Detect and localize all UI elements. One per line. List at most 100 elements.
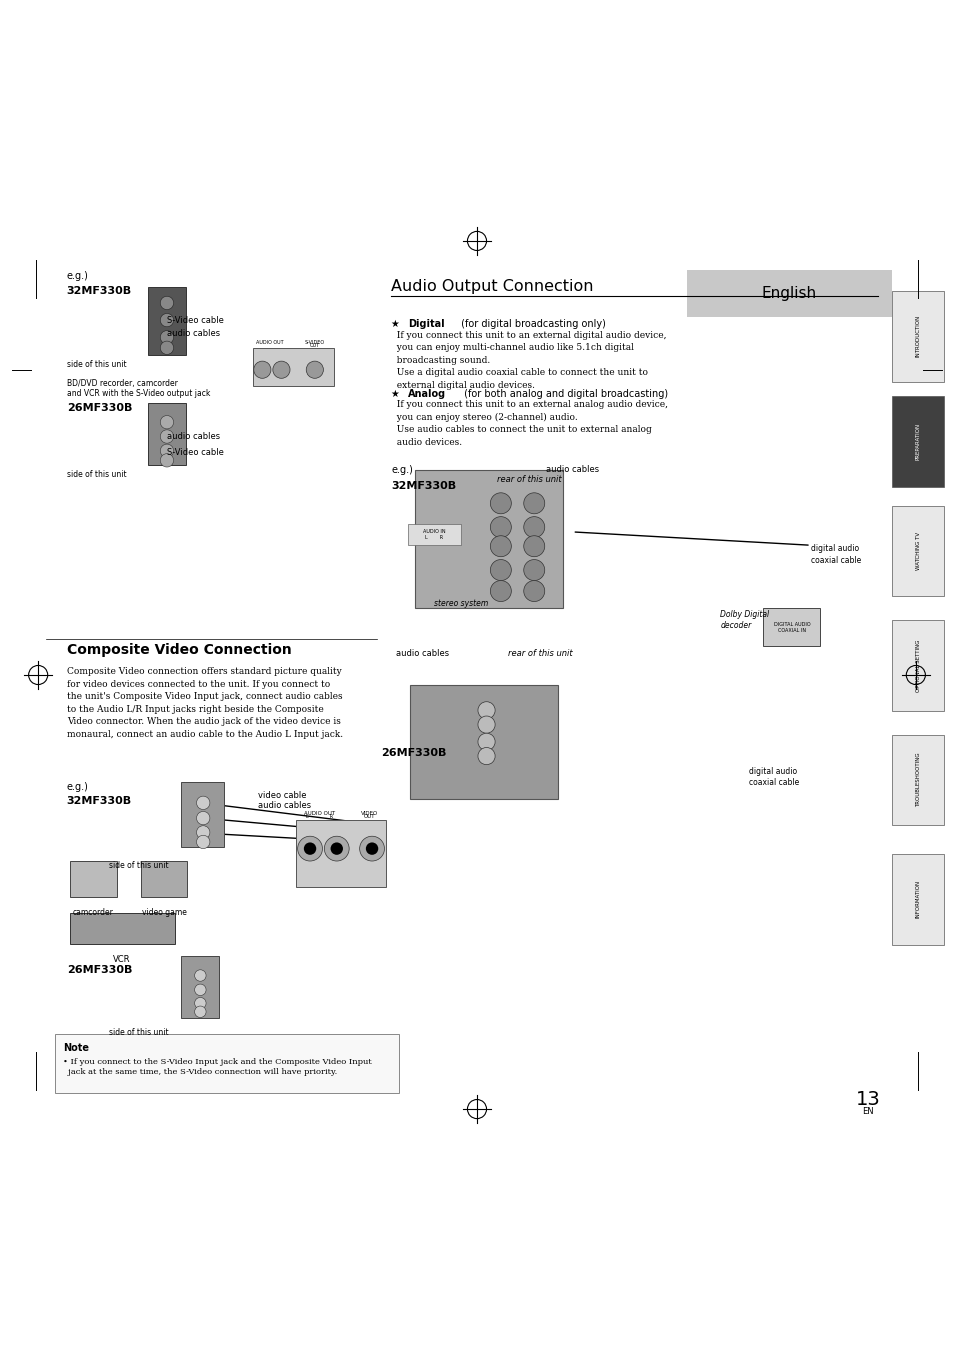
Circle shape [523, 559, 544, 580]
Bar [148, 404, 186, 466]
Text: AUDIO OUT: AUDIO OUT [256, 340, 283, 344]
Bar [70, 914, 174, 944]
Bar [891, 734, 943, 825]
Text: BD/DVD recorder, camcorder: BD/DVD recorder, camcorder [67, 379, 177, 389]
Text: e.g.): e.g.) [67, 270, 89, 281]
Circle shape [490, 580, 511, 602]
Bar [408, 524, 460, 545]
Text: digital audio
coaxial cable: digital audio coaxial cable [810, 544, 861, 566]
Text: 32MF330B: 32MF330B [67, 286, 132, 296]
Circle shape [303, 842, 316, 855]
Circle shape [196, 826, 210, 840]
Bar [253, 348, 334, 386]
Circle shape [490, 536, 511, 556]
Text: S-Video cable: S-Video cable [167, 448, 224, 458]
Circle shape [160, 444, 173, 458]
Text: • If you connect to the S-Video Input jack and the Composite Video Input
  jack : • If you connect to the S-Video Input ja… [63, 1057, 372, 1076]
Bar [181, 782, 224, 846]
Text: ★: ★ [391, 319, 402, 329]
Text: and VCR with the S-Video output jack: and VCR with the S-Video output jack [67, 389, 210, 398]
Text: AUDIO IN
L        R: AUDIO IN L R [422, 529, 445, 540]
Circle shape [523, 493, 544, 514]
Bar [415, 470, 562, 609]
Circle shape [160, 342, 173, 355]
Text: L              R: L R [306, 814, 333, 819]
Text: Composite Video Connection: Composite Video Connection [67, 643, 292, 656]
Text: rear of this unit: rear of this unit [497, 475, 561, 483]
Bar [70, 861, 117, 898]
Text: OUT: OUT [363, 814, 375, 819]
Text: VIDEO: VIDEO [360, 811, 377, 817]
Text: (for digital broadcasting only): (for digital broadcasting only) [457, 319, 605, 329]
Text: audio cables: audio cables [257, 801, 311, 810]
Text: 32MF330B: 32MF330B [391, 482, 456, 491]
Text: camcorder: camcorder [73, 907, 113, 917]
Bar [295, 819, 386, 887]
Text: side of this unit: side of this unit [109, 1027, 168, 1037]
Text: EN: EN [862, 1107, 873, 1116]
Text: ★: ★ [391, 389, 402, 398]
Bar [148, 286, 186, 355]
Bar [181, 956, 219, 1018]
Circle shape [160, 454, 173, 467]
Text: 26MF330B: 26MF330B [67, 965, 132, 975]
Circle shape [194, 984, 206, 995]
Circle shape [160, 313, 173, 327]
Bar [891, 853, 943, 945]
Circle shape [523, 536, 544, 556]
Circle shape [160, 416, 173, 429]
Text: digital audio
coaxial cable: digital audio coaxial cable [748, 767, 799, 787]
Circle shape [330, 842, 343, 855]
Text: DIGITAL AUDIO
COAXIAL IN: DIGITAL AUDIO COAXIAL IN [773, 622, 809, 633]
Bar [891, 396, 943, 486]
Circle shape [306, 362, 323, 378]
Bar [686, 270, 891, 317]
Circle shape [253, 362, 271, 378]
Text: 13: 13 [855, 1089, 880, 1110]
Text: video cable: video cable [257, 791, 306, 801]
Circle shape [160, 296, 173, 309]
Text: S-Video cable: S-Video cable [167, 316, 224, 324]
Text: English: English [761, 286, 816, 301]
Text: e.g.): e.g.) [391, 466, 413, 475]
Text: rear of this unit: rear of this unit [507, 649, 572, 659]
Text: S-VIDEO: S-VIDEO [304, 340, 325, 344]
Bar [141, 861, 187, 898]
Circle shape [194, 1006, 206, 1018]
Text: TROUBLESHOOTING: TROUBLESHOOTING [915, 753, 920, 807]
Circle shape [490, 559, 511, 580]
Text: OUT: OUT [310, 343, 319, 348]
Circle shape [477, 702, 495, 720]
Circle shape [196, 796, 210, 810]
Text: WATCHING TV: WATCHING TV [915, 532, 920, 570]
Bar [410, 684, 558, 799]
Bar [762, 609, 820, 647]
Text: video game: video game [141, 907, 187, 917]
Circle shape [160, 429, 173, 443]
Text: VCR: VCR [113, 956, 131, 964]
Text: If you connect this unit to an external digital audio device,
  you can enjoy mu: If you connect this unit to an external … [391, 331, 666, 390]
Circle shape [490, 517, 511, 537]
Bar [891, 620, 943, 710]
Circle shape [523, 580, 544, 602]
Text: If you connect this unit to an external analog audio device,
  you can enjoy ste: If you connect this unit to an external … [391, 400, 667, 447]
Text: AUDIO OUT: AUDIO OUT [304, 811, 335, 817]
Circle shape [477, 716, 495, 733]
Circle shape [196, 836, 210, 849]
Bar [55, 1034, 398, 1094]
Text: INTRODUCTION: INTRODUCTION [915, 315, 920, 358]
Text: audio cables: audio cables [545, 466, 598, 474]
Circle shape [194, 998, 206, 1008]
Circle shape [273, 362, 290, 378]
Text: (for both analog and digital broadcasting): (for both analog and digital broadcastin… [460, 389, 667, 398]
Circle shape [297, 836, 322, 861]
Text: INFORMATION: INFORMATION [915, 880, 920, 918]
Circle shape [490, 493, 511, 514]
Circle shape [196, 811, 210, 825]
Text: Audio Output Connection: Audio Output Connection [391, 279, 593, 294]
Text: stereo system: stereo system [434, 599, 488, 608]
Text: Note: Note [63, 1044, 89, 1053]
Text: side of this unit: side of this unit [67, 470, 127, 479]
Text: audio cables: audio cables [167, 432, 220, 441]
Circle shape [160, 331, 173, 344]
